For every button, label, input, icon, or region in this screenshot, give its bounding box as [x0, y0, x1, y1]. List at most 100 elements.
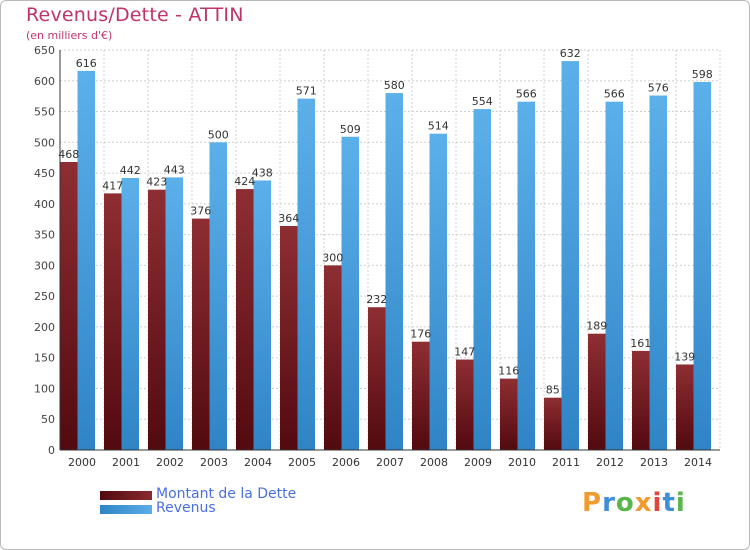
x-tick-label: 2005	[288, 456, 316, 469]
bar-revenue	[341, 136, 359, 450]
bar-revenue	[693, 82, 711, 450]
bar-debt	[280, 226, 298, 450]
data-label-debt: 189	[586, 320, 607, 333]
bar-debt	[544, 397, 562, 450]
logo-letter: i	[675, 488, 686, 518]
data-label-revenue: 598	[692, 68, 713, 81]
y-tick-label: 450	[34, 167, 55, 180]
bar-revenue	[649, 95, 667, 451]
legend-label-debt: Montant de la Dette	[156, 486, 297, 502]
bar-revenue	[429, 133, 447, 450]
bars-layer	[60, 61, 711, 451]
x-tick-label: 2010	[508, 456, 536, 469]
x-tick-label: 2002	[156, 456, 184, 469]
bar-revenue	[297, 98, 315, 450]
data-label-debt: 423	[146, 176, 167, 189]
data-label-revenue: 632	[560, 47, 581, 60]
bar-debt	[368, 307, 386, 450]
data-label-debt: 424	[234, 175, 255, 188]
x-tick-label: 2009	[464, 456, 492, 469]
data-label-debt: 468	[58, 148, 79, 161]
bar-debt	[500, 378, 518, 450]
x-tick-label: 2000	[68, 456, 96, 469]
data-label-debt: 161	[630, 337, 651, 350]
data-label-revenue: 443	[164, 163, 185, 176]
data-label-debt: 232	[366, 293, 387, 306]
data-label-revenue: 509	[340, 123, 361, 136]
bar-revenue	[209, 142, 227, 451]
y-tick-label: 50	[41, 413, 55, 426]
chart-title: Revenus/Dette - ATTIN	[26, 4, 244, 26]
bar-debt	[632, 350, 650, 450]
y-tick-label: 0	[48, 444, 55, 457]
chart-subtitle: (en milliers d'€)	[26, 29, 113, 42]
bar-debt	[60, 162, 78, 450]
data-label-revenue: 438	[252, 166, 273, 179]
data-label-debt: 116	[498, 365, 519, 378]
bar-debt	[456, 359, 474, 450]
y-tick-label: 500	[34, 136, 55, 149]
bar-revenue	[253, 180, 271, 450]
bar-revenue	[385, 93, 403, 451]
bar-debt	[192, 218, 210, 450]
data-label-revenue: 616	[76, 57, 97, 70]
bar-revenue	[561, 61, 579, 450]
legend-swatch-debt	[100, 491, 152, 500]
data-label-revenue: 571	[296, 85, 317, 98]
x-tick-label: 2006	[332, 456, 360, 469]
data-label-revenue: 442	[120, 164, 141, 177]
bar-debt	[676, 364, 694, 450]
legend-label-revenue: Revenus	[156, 500, 216, 516]
bar-revenue	[517, 101, 535, 450]
data-label-debt: 147	[454, 346, 475, 359]
y-tick-label: 100	[34, 382, 55, 395]
bar-revenue	[473, 109, 491, 451]
bar-debt	[236, 189, 254, 451]
legend-swatch-revenue	[100, 505, 152, 514]
x-tick-label: 2014	[684, 456, 712, 469]
data-label-revenue: 576	[648, 82, 669, 95]
bar-debt	[104, 193, 122, 450]
bar-revenue	[165, 177, 183, 450]
bar-debt	[148, 189, 166, 450]
x-tick-label: 2008	[420, 456, 448, 469]
bar-revenue	[121, 178, 139, 450]
x-tick-label: 2013	[640, 456, 668, 469]
bar-debt	[588, 333, 606, 450]
logo-letter: i	[652, 488, 663, 518]
x-tick-label: 2012	[596, 456, 624, 469]
data-label-debt: 417	[102, 179, 123, 192]
data-label-revenue: 580	[384, 79, 405, 92]
data-label-debt: 376	[190, 205, 211, 218]
data-label-revenue: 514	[428, 120, 449, 133]
bar-revenue	[605, 101, 623, 450]
y-tick-label: 150	[34, 352, 55, 365]
bar-debt	[324, 265, 342, 450]
x-tick-label: 2004	[244, 456, 272, 469]
y-tick-label: 350	[34, 229, 55, 242]
data-label-debt: 85	[546, 384, 560, 397]
data-label-revenue: 566	[604, 88, 625, 101]
x-tick-label: 2001	[112, 456, 140, 469]
bar-revenue	[77, 70, 95, 450]
data-label-revenue: 554	[472, 95, 493, 108]
logo-letter: x	[634, 488, 653, 518]
x-tick-label: 2003	[200, 456, 228, 469]
logo-letter: t	[662, 488, 676, 518]
data-label-revenue: 500	[208, 128, 229, 141]
x-tick-label: 2007	[376, 456, 404, 469]
y-tick-label: 200	[34, 321, 55, 334]
axis-layer: 0 50 100 150 200 250 300 350 400 450 500 550 600 650 2…	[34, 44, 720, 469]
logo-letter: r	[602, 488, 616, 518]
logo-letter: P	[582, 488, 603, 518]
proxiti-logo: Proxiti	[582, 488, 686, 518]
y-tick-label: 400	[34, 198, 55, 211]
y-tick-label: 650	[34, 44, 55, 57]
bar-debt	[412, 341, 430, 450]
data-label-revenue: 566	[516, 88, 537, 101]
data-label-debt: 176	[410, 328, 431, 341]
y-tick-label: 300	[34, 259, 55, 272]
y-tick-label: 550	[34, 106, 55, 119]
